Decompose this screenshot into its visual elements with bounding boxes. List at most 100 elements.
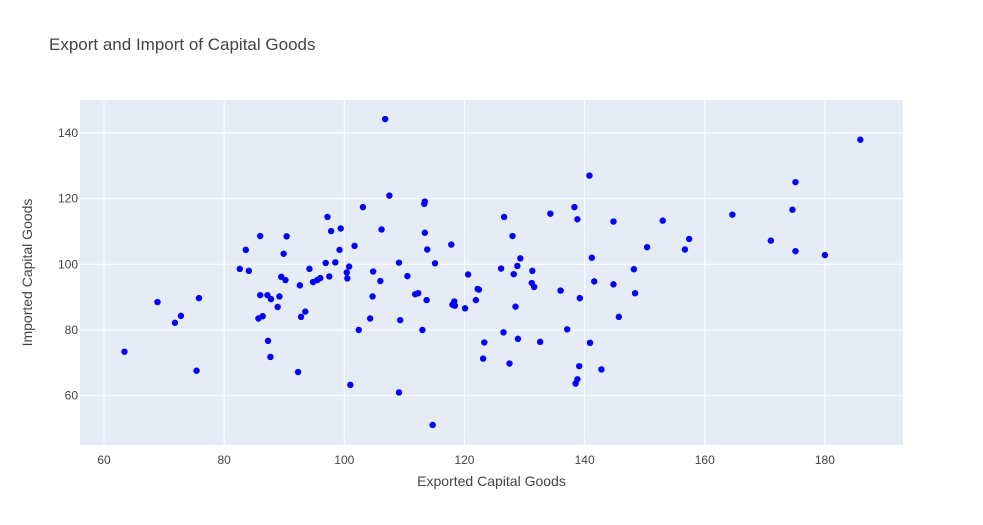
- data-point[interactable]: [274, 303, 281, 311]
- data-point[interactable]: [355, 326, 362, 334]
- data-point[interactable]: [536, 338, 544, 346]
- data-point[interactable]: [195, 294, 203, 302]
- data-point[interactable]: [448, 241, 455, 248]
- data-point[interactable]: [429, 421, 436, 429]
- data-point[interactable]: [685, 235, 693, 243]
- data-point[interactable]: [282, 276, 289, 284]
- data-point[interactable]: [615, 313, 623, 321]
- data-point[interactable]: [547, 210, 554, 217]
- data-point[interactable]: [283, 233, 290, 240]
- data-point[interactable]: [643, 244, 651, 251]
- data-point[interactable]: [576, 362, 583, 370]
- data-point[interactable]: [857, 136, 864, 143]
- data-point[interactable]: [171, 319, 179, 326]
- data-point[interactable]: [369, 293, 376, 300]
- data-point[interactable]: [267, 295, 275, 303]
- data-point[interactable]: [344, 275, 351, 282]
- data-point[interactable]: [451, 302, 459, 309]
- data-point[interactable]: [681, 246, 689, 253]
- data-point[interactable]: [257, 291, 264, 299]
- data-point[interactable]: [792, 247, 799, 255]
- data-point[interactable]: [514, 262, 521, 270]
- data-point[interactable]: [242, 246, 250, 254]
- data-point[interactable]: [510, 270, 517, 278]
- data-point[interactable]: [530, 283, 538, 291]
- data-point[interactable]: [500, 329, 507, 336]
- data-point[interactable]: [461, 305, 469, 312]
- data-point[interactable]: [472, 296, 480, 304]
- data-point[interactable]: [588, 254, 596, 261]
- data-point[interactable]: [121, 348, 128, 355]
- data-point[interactable]: [591, 278, 598, 285]
- data-point[interactable]: [557, 287, 564, 294]
- data-point[interactable]: [351, 242, 358, 250]
- data-point[interactable]: [419, 326, 426, 334]
- data-point[interactable]: [236, 265, 243, 273]
- data-point[interactable]: [500, 213, 508, 221]
- data-point[interactable]: [332, 259, 339, 266]
- data-point[interactable]: [257, 232, 264, 240]
- data-point[interactable]: [322, 259, 329, 267]
- data-point[interactable]: [245, 267, 253, 275]
- data-point[interactable]: [464, 271, 472, 278]
- data-point[interactable]: [297, 313, 305, 321]
- data-point[interactable]: [378, 226, 385, 233]
- data-point[interactable]: [574, 376, 581, 383]
- data-point[interactable]: [317, 274, 324, 282]
- data-point[interactable]: [395, 389, 403, 396]
- data-point[interactable]: [347, 381, 354, 389]
- data-point[interactable]: [177, 312, 185, 320]
- data-point[interactable]: [529, 267, 536, 275]
- data-point[interactable]: [586, 339, 594, 347]
- data-point[interactable]: [404, 272, 411, 280]
- data-point[interactable]: [369, 268, 377, 275]
- data-point[interactable]: [424, 246, 431, 253]
- data-point[interactable]: [306, 265, 313, 273]
- data-point[interactable]: [586, 172, 593, 179]
- data-point[interactable]: [574, 216, 581, 223]
- data-point[interactable]: [512, 303, 519, 310]
- data-point[interactable]: [302, 308, 309, 315]
- data-point[interactable]: [423, 296, 430, 304]
- data-point[interactable]: [729, 211, 736, 218]
- data-point[interactable]: [479, 355, 487, 362]
- data-point[interactable]: [396, 316, 404, 324]
- data-point[interactable]: [386, 192, 393, 199]
- data-point[interactable]: [343, 269, 350, 276]
- data-point[interactable]: [154, 298, 161, 306]
- data-point[interactable]: [421, 198, 429, 205]
- data-point[interactable]: [366, 315, 374, 322]
- data-point[interactable]: [259, 313, 266, 320]
- data-point[interactable]: [563, 326, 571, 333]
- data-point[interactable]: [415, 290, 422, 297]
- data-point[interactable]: [326, 273, 333, 280]
- data-point[interactable]: [324, 213, 331, 221]
- data-point[interactable]: [517, 255, 524, 262]
- data-point[interactable]: [280, 250, 287, 257]
- data-point[interactable]: [193, 367, 200, 374]
- data-point[interactable]: [296, 282, 304, 289]
- data-point[interactable]: [514, 335, 522, 343]
- data-point[interactable]: [630, 266, 638, 273]
- data-point[interactable]: [610, 281, 617, 288]
- data-point[interactable]: [598, 366, 605, 373]
- data-point[interactable]: [576, 294, 584, 302]
- data-point[interactable]: [821, 251, 829, 259]
- data-point[interactable]: [610, 218, 617, 225]
- data-point[interactable]: [381, 115, 389, 123]
- data-point[interactable]: [294, 368, 302, 376]
- data-point[interactable]: [267, 353, 274, 361]
- data-point[interactable]: [475, 286, 483, 293]
- data-point[interactable]: [264, 337, 272, 345]
- data-point[interactable]: [497, 265, 505, 272]
- data-point[interactable]: [509, 232, 516, 240]
- data-point[interactable]: [571, 203, 578, 211]
- data-point[interactable]: [345, 263, 353, 270]
- data-point[interactable]: [631, 290, 639, 297]
- data-point[interactable]: [327, 227, 335, 235]
- data-point[interactable]: [421, 229, 429, 236]
- data-point[interactable]: [276, 293, 283, 300]
- data-point[interactable]: [659, 217, 666, 224]
- data-point[interactable]: [767, 237, 775, 244]
- data-point[interactable]: [336, 246, 343, 254]
